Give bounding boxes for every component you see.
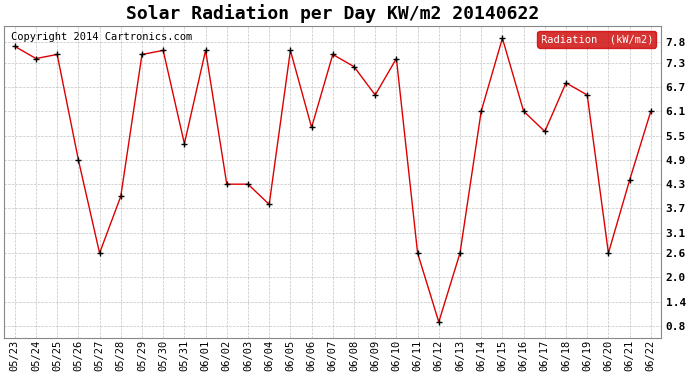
Legend: Radiation  (kW/m2): Radiation (kW/m2) [538, 31, 656, 48]
Text: Copyright 2014 Cartronics.com: Copyright 2014 Cartronics.com [11, 32, 192, 42]
Title: Solar Radiation per Day KW/m2 20140622: Solar Radiation per Day KW/m2 20140622 [126, 4, 540, 23]
